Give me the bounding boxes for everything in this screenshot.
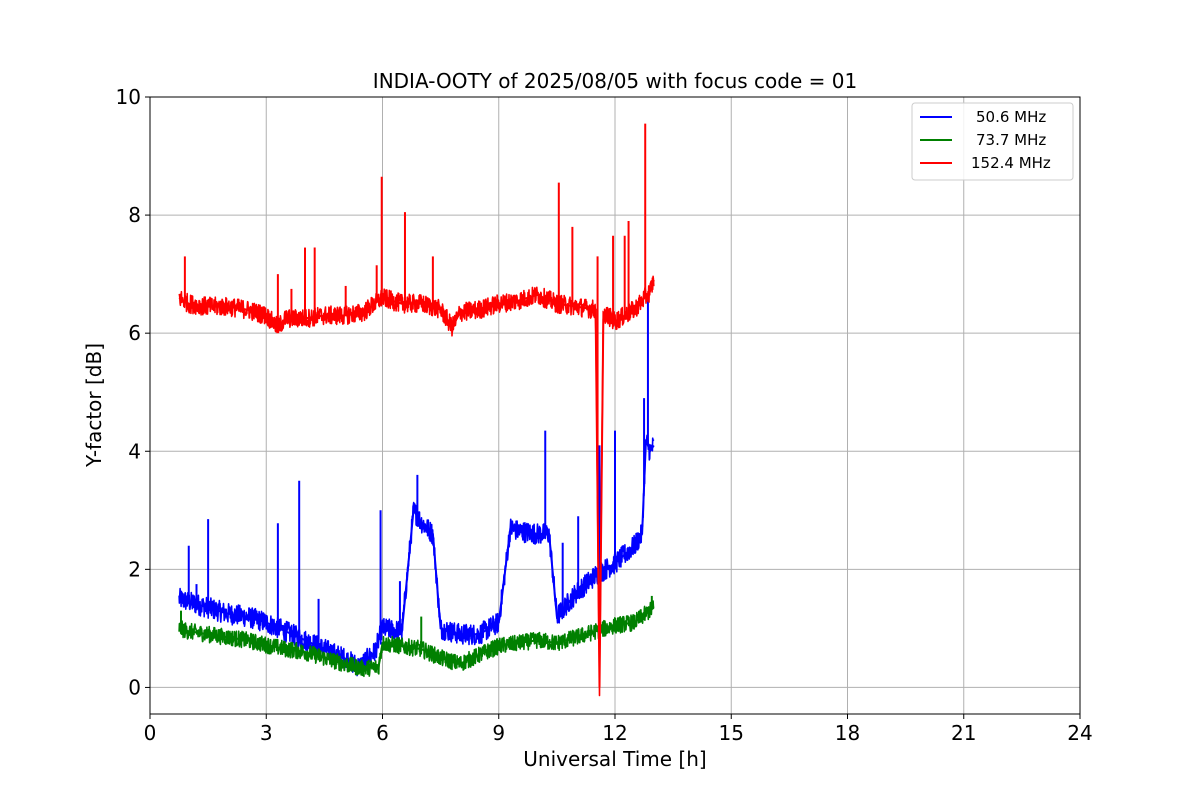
legend-label-73-7: 73.7 MHz xyxy=(976,131,1046,149)
series-trend-line xyxy=(178,606,655,670)
chart-title: INDIA-OOTY of 2025/08/05 with focus code… xyxy=(373,69,857,93)
y-tick-label: 2 xyxy=(128,557,141,581)
y-axis-label: Y-factor [dB] xyxy=(82,343,106,468)
x-tick-label: 18 xyxy=(835,721,860,745)
x-tick-label: 21 xyxy=(951,721,976,745)
series-line xyxy=(178,275,655,697)
legend: 50.6 MHz 73.7 MHz 152.4 MHz xyxy=(911,102,1074,181)
y-tick-label: 8 xyxy=(128,203,141,227)
x-tick-label: 0 xyxy=(144,721,157,745)
y-tick-label: 6 xyxy=(128,321,141,345)
y-tick-label: 0 xyxy=(128,675,141,699)
y-axis-ticks: 0 2 4 6 8 10 xyxy=(116,85,150,699)
series-152-4-mhz xyxy=(178,123,655,697)
x-tick-label: 9 xyxy=(492,721,505,745)
x-axis-ticks: 0 3 6 9 12 15 18 21 24 xyxy=(144,714,1093,745)
series-trend-line xyxy=(178,439,655,669)
legend-label-152-4: 152.4 MHz xyxy=(971,154,1051,172)
grid-lines xyxy=(149,96,1081,714)
series-50-6-mhz xyxy=(178,297,655,677)
legend-label-50-6: 50.6 MHz xyxy=(976,108,1046,126)
x-tick-label: 24 xyxy=(1067,721,1092,745)
series-73-7-mhz xyxy=(178,595,655,678)
x-tick-label: 12 xyxy=(602,721,627,745)
series-line xyxy=(178,434,655,677)
x-tick-label: 15 xyxy=(719,721,744,745)
series-trend-line xyxy=(178,279,655,688)
series-line xyxy=(178,600,655,678)
y-tick-label: 4 xyxy=(128,439,141,463)
y-tick-label: 10 xyxy=(116,85,141,109)
x-tick-label: 3 xyxy=(260,721,273,745)
x-axis-label: Universal Time [h] xyxy=(523,747,706,771)
plot-series xyxy=(178,123,655,697)
x-tick-label: 6 xyxy=(376,721,389,745)
legend-box xyxy=(911,102,1074,181)
